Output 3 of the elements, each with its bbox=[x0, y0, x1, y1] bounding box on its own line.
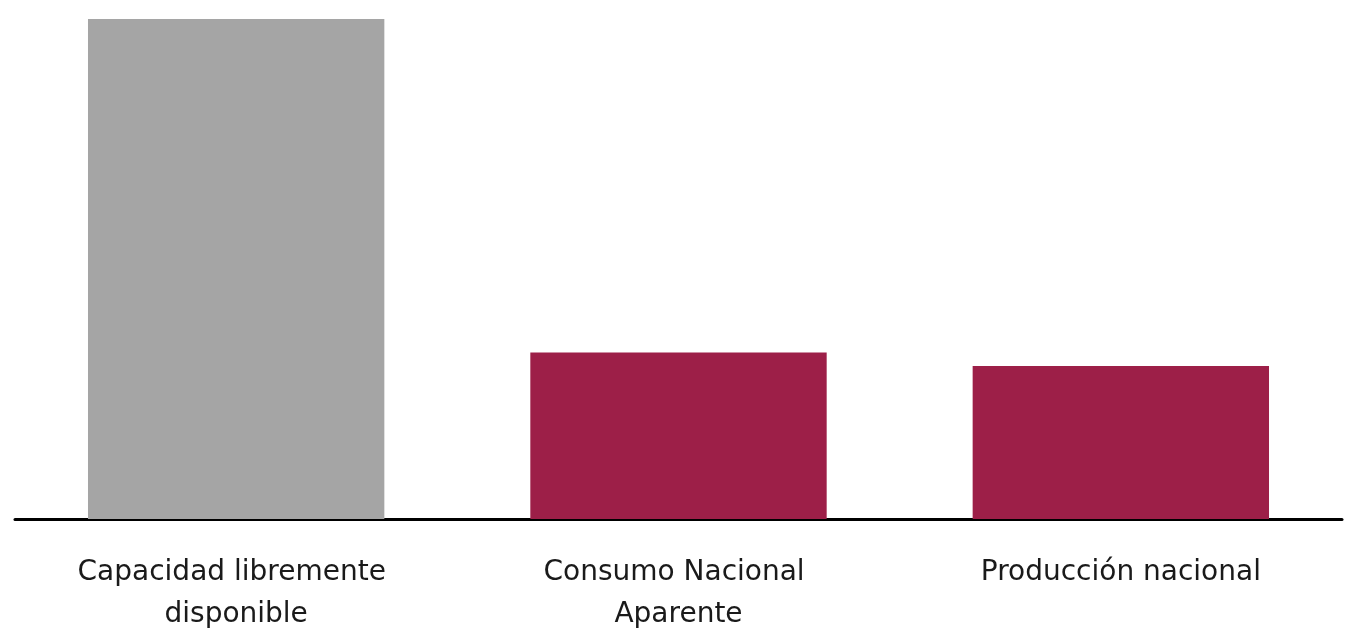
x-tick-label: Producción nacional bbox=[980, 553, 1261, 587]
x-tick-label: Consumo Nacional Aparente bbox=[543, 553, 814, 629]
x-tick-label: Capacidad libremente disponible bbox=[77, 553, 395, 629]
